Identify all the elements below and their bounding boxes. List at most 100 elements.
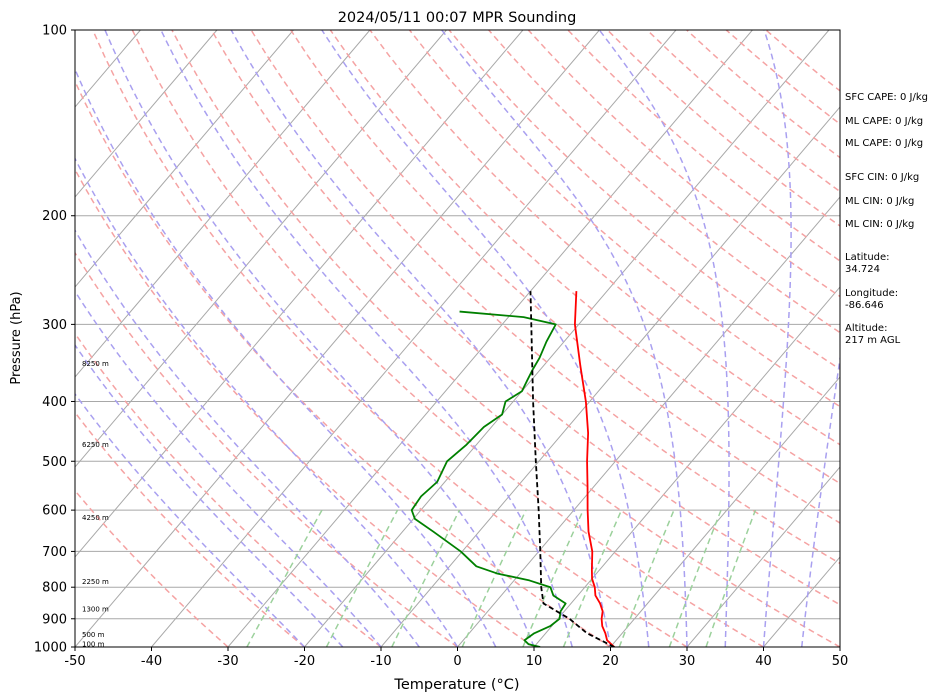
dry-adiabat-line bbox=[171, 30, 840, 647]
x-tick-label: 40 bbox=[755, 654, 772, 669]
background-lines bbox=[75, 30, 840, 647]
x-tick-label: -30 bbox=[217, 654, 238, 669]
y-tick-label: 800 bbox=[42, 581, 67, 596]
dry-adiabat-line bbox=[250, 30, 840, 565]
isotherm-line bbox=[533, 286, 840, 647]
dry-adiabat-line bbox=[210, 30, 840, 606]
temperature-profile-line bbox=[574, 291, 615, 647]
mixing-ratio-line bbox=[562, 509, 623, 647]
longitude-label: Longitude: bbox=[845, 288, 899, 299]
dry-adiabat-line bbox=[75, 251, 458, 647]
x-tick-label: -20 bbox=[294, 654, 315, 669]
y-axis-label: Pressure (hPa) bbox=[9, 291, 24, 384]
mixing-ratio-line bbox=[618, 509, 675, 647]
moist-adiabat-line bbox=[75, 392, 306, 647]
parcel-profile-line bbox=[529, 291, 615, 647]
isotherm-line bbox=[380, 106, 840, 647]
y-tick-label: 300 bbox=[42, 318, 67, 333]
dry-adiabat-line bbox=[369, 30, 840, 446]
dry-adiabat-line bbox=[329, 30, 840, 485]
series-layer bbox=[410, 291, 615, 647]
moist-adiabat-line bbox=[762, 30, 792, 647]
x-tick-label: 30 bbox=[679, 654, 696, 669]
isotherm-line bbox=[304, 30, 830, 647]
y-tick-label: 500 bbox=[42, 455, 67, 470]
mixing-ratio-line bbox=[705, 509, 757, 647]
latitude-value: 34.724 bbox=[845, 264, 880, 275]
isotherm-line bbox=[75, 30, 600, 647]
altitude-marker-label: 6250 m bbox=[82, 441, 109, 449]
altitude-marker-label: 4250 m bbox=[82, 514, 109, 522]
isotherm-line bbox=[610, 376, 840, 647]
chart-title: 2024/05/11 00:07 MPR Sounding bbox=[338, 10, 577, 26]
mixing-ratio-line bbox=[246, 509, 323, 647]
altitude-marker-label: 8250 m bbox=[82, 360, 109, 368]
y-tick-label: 900 bbox=[42, 612, 67, 627]
moist-adiabat-line bbox=[801, 353, 840, 647]
isotherm-line bbox=[227, 30, 753, 647]
moist-adiabat-line bbox=[75, 156, 459, 647]
moist-adiabat-line bbox=[160, 30, 573, 647]
isotherm-line bbox=[75, 30, 524, 558]
y-tick-label: 100 bbox=[42, 24, 67, 39]
moist-adiabat-line bbox=[441, 30, 688, 647]
x-tick-label: -50 bbox=[64, 654, 85, 669]
mixing-ratio-line bbox=[522, 509, 584, 647]
moist-adiabat-line bbox=[75, 67, 497, 647]
dry-adiabat-line bbox=[131, 30, 764, 647]
isotherm-line bbox=[686, 466, 840, 647]
altitude-marker-label: 1300 m bbox=[82, 606, 109, 614]
x-axis-ticks: -50 -40 -30 -20 -10 0 10 20 30 40 50 bbox=[64, 647, 848, 669]
altitude-value: 217 m AGL bbox=[845, 335, 901, 346]
ml-cape-text-2: ML CAPE: 0 J/kg bbox=[845, 138, 924, 149]
x-tick-label: -40 bbox=[141, 654, 162, 669]
dry-adiabat-line bbox=[75, 79, 611, 647]
mixing-ratio-line bbox=[391, 509, 461, 647]
dry-adiabat-line bbox=[290, 30, 840, 524]
ml-cape-text-1: ML CAPE: 0 J/kg bbox=[845, 116, 924, 127]
x-tick-label: 10 bbox=[526, 654, 543, 669]
x-axis-label: Temperature (°C) bbox=[393, 677, 519, 693]
sfc-cape-text: SFC CAPE: 0 J/kg bbox=[845, 92, 928, 103]
dry-adiabat-line bbox=[408, 30, 840, 408]
mixing-ratio-line bbox=[325, 509, 399, 647]
dry-adiabat-line bbox=[92, 30, 688, 647]
mixing-ratio-line bbox=[668, 509, 722, 647]
x-tick-label: 0 bbox=[453, 654, 461, 669]
y-tick-label: 700 bbox=[42, 545, 67, 560]
ml-cin-text-1: ML CIN: 0 J/kg bbox=[845, 196, 915, 207]
altitude-label: Altitude: bbox=[845, 323, 888, 334]
sfc-cin-text: SFC CIN: 0 J/kg bbox=[845, 172, 920, 183]
x-tick-label: 50 bbox=[832, 654, 849, 669]
longitude-value: -86.646 bbox=[845, 300, 884, 311]
latitude-label: Latitude: bbox=[845, 252, 890, 263]
y-tick-label: 200 bbox=[42, 209, 67, 224]
isotherm-line bbox=[75, 30, 218, 198]
moist-adiabat-line bbox=[75, 343, 344, 647]
y-axis-ticks: 1000 900 800 700 600 500 400 300 200 100 bbox=[34, 24, 75, 656]
altitude-marker-label: 2250 m bbox=[82, 578, 109, 586]
moist-adiabat-line bbox=[321, 30, 650, 647]
moist-adiabat-line bbox=[104, 30, 535, 647]
dry-adiabat-line bbox=[75, 489, 229, 647]
isotherm-line bbox=[151, 30, 677, 647]
isotherm-line bbox=[75, 30, 447, 468]
isotherm-line bbox=[457, 196, 840, 647]
y-tick-label: 600 bbox=[42, 504, 67, 519]
x-tick-label: 20 bbox=[602, 654, 619, 669]
isotherm-line bbox=[75, 30, 371, 378]
y-tick-label: 1000 bbox=[34, 641, 67, 656]
mixing-ratio-line bbox=[461, 509, 527, 647]
isotherm-line bbox=[75, 30, 294, 288]
dry-adiabat-line bbox=[75, 167, 535, 647]
y-tick-label: 400 bbox=[42, 395, 67, 410]
altitude-marker-label: 500 m bbox=[82, 631, 105, 639]
dry-adiabat-line bbox=[75, 332, 382, 647]
moist-adiabat-line bbox=[598, 30, 730, 647]
altitude-marker-label: 100 m bbox=[82, 640, 105, 648]
ml-cin-text-2: ML CIN: 0 J/kg bbox=[845, 219, 915, 230]
x-tick-label: -10 bbox=[370, 654, 391, 669]
moist-adiabat-line bbox=[230, 30, 612, 647]
plot-frame bbox=[74, 29, 841, 648]
